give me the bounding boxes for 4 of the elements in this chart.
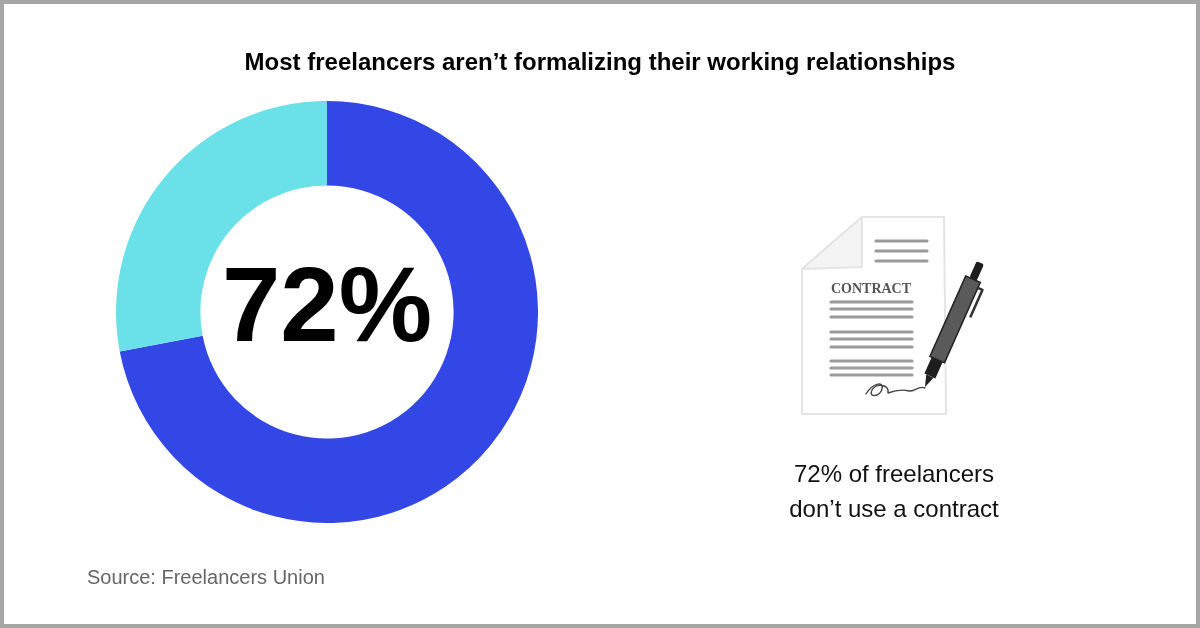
text: 72% of freelancers don’t use a contract bbox=[788, 459, 1000, 524]
source-note: Source: Freelancers Union bbox=[87, 566, 325, 589]
data-label: 72% bbox=[221, 245, 433, 363]
text: Most freelancers aren’t formalizing their working relationships bbox=[243, 48, 957, 76]
